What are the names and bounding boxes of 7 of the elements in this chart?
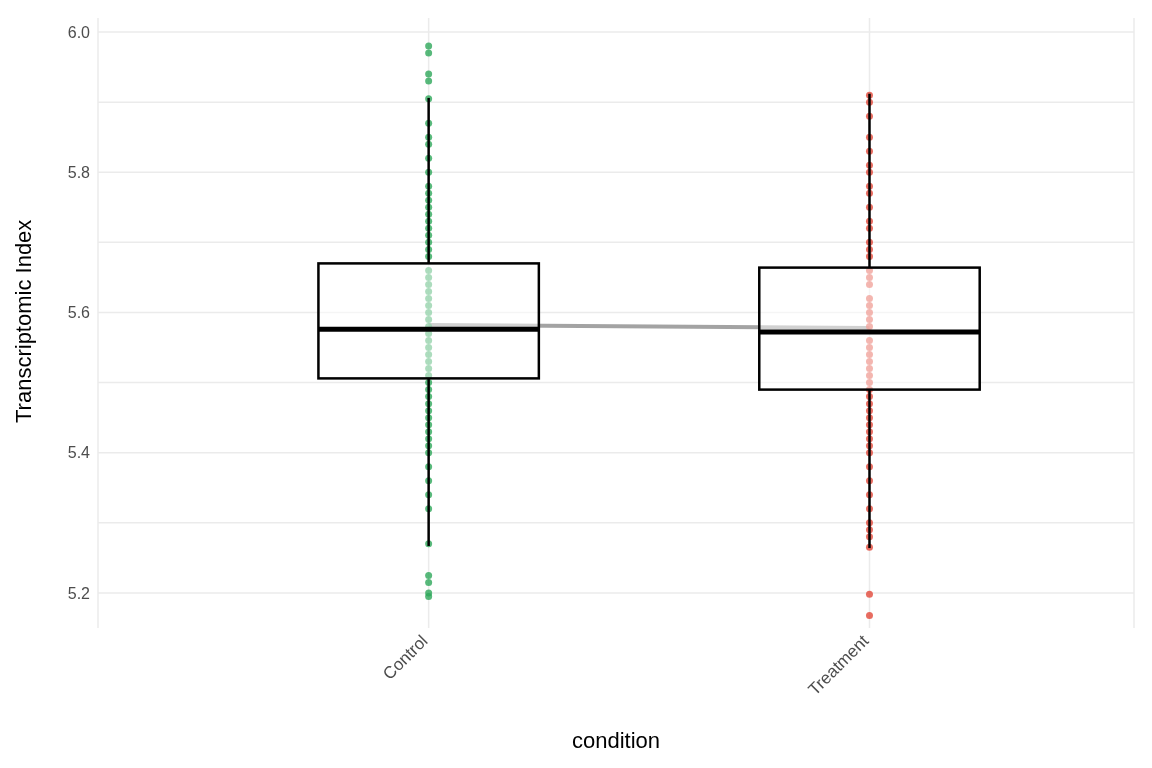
y-axis-title: Transcriptomic Index	[10, 219, 36, 423]
y-tick-label: 5.2	[67, 584, 91, 602]
y-tick-label: 5.6	[67, 304, 91, 322]
y-tick-label: 5.4	[67, 444, 91, 462]
x-axis-title: condition	[571, 728, 661, 753]
text: 6.0	[67, 23, 90, 41]
y-tick-label: 5.8	[67, 163, 91, 181]
